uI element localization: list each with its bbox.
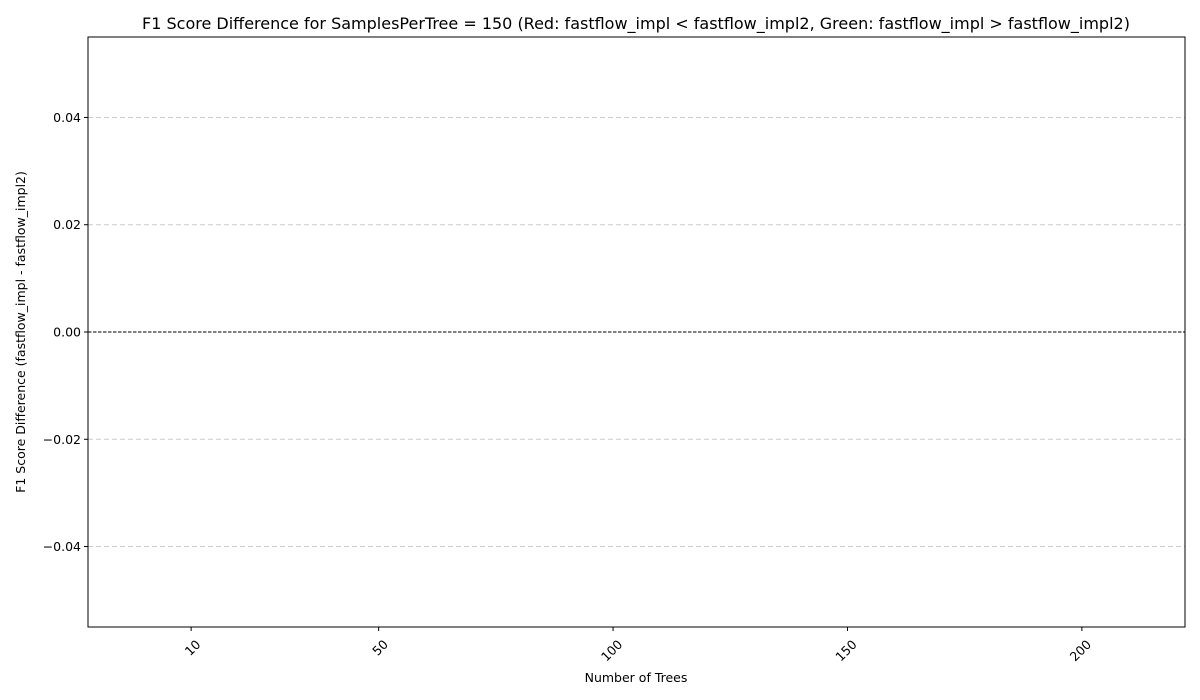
y-axis-ticks: −0.04 −0.02 0.00 0.02 0.04 — [43, 110, 88, 554]
x-tick-label: 10 — [182, 637, 204, 659]
grid-lines — [88, 116, 1185, 548]
y-tick-label: −0.02 — [43, 432, 81, 447]
x-tick-label: 150 — [832, 637, 860, 665]
y-tick-label: 0.04 — [53, 110, 81, 125]
y-tick-label: −0.04 — [43, 539, 81, 554]
x-tick-label: 200 — [1067, 637, 1095, 665]
x-tick-label: 50 — [369, 637, 391, 659]
x-axis-label: Number of Trees — [585, 670, 688, 685]
x-axis-ticks: 10 50 100 150 200 — [182, 627, 1095, 665]
y-axis-label: F1 Score Difference (fastflow_impl - fas… — [13, 171, 28, 493]
chart-title: F1 Score Difference for SamplesPerTree =… — [142, 14, 1130, 34]
y-tick-label: 0.00 — [53, 325, 81, 340]
y-tick-label: 0.02 — [53, 217, 81, 232]
x-tick-label: 100 — [598, 637, 626, 665]
